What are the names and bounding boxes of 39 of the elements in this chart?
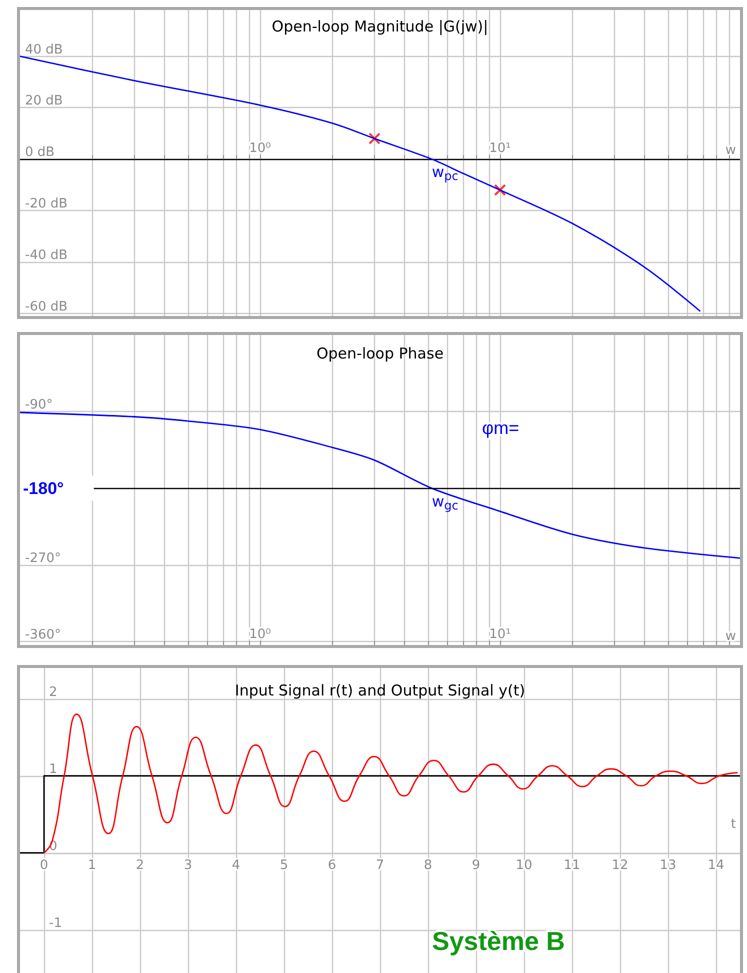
text: Input Signal r(t) and Output Signal y(t) bbox=[234, 682, 526, 700]
x-tick-label: 13 bbox=[660, 858, 676, 873]
y-tick-label: -1 bbox=[49, 916, 62, 931]
x-axis-title: t bbox=[730, 816, 736, 832]
ref-line-label: -180° bbox=[23, 478, 64, 498]
text: Open-loop Phase bbox=[316, 344, 444, 362]
x-tick-label: 3 bbox=[184, 858, 192, 873]
x-tick-label: 7 bbox=[376, 858, 384, 873]
x-tick-label: 10⁰ bbox=[249, 627, 271, 642]
y-tick-label: -40 dB bbox=[25, 248, 68, 263]
x-axis-title: w bbox=[725, 629, 736, 644]
y-tick-label: 0 dB bbox=[25, 145, 55, 160]
y-tick-label: -90° bbox=[25, 398, 53, 413]
x-tick-label: 8 bbox=[424, 858, 432, 873]
x-tick-label: 10¹ bbox=[489, 627, 511, 642]
x-tick-label: 10⁰ bbox=[249, 141, 271, 156]
y-tick-label: -270° bbox=[25, 550, 62, 566]
x-tick-label: 12 bbox=[612, 858, 628, 873]
x-tick-label: 10¹ bbox=[489, 141, 511, 156]
x-tick-label: 5 bbox=[280, 858, 288, 873]
x-tick-label: 1 bbox=[88, 858, 96, 873]
y-tick-label: 40 dB bbox=[25, 42, 63, 58]
x-tick-label: 10 bbox=[516, 858, 532, 873]
x-tick-label: 6 bbox=[328, 858, 336, 873]
y-tick-label: 2 bbox=[49, 684, 58, 700]
annotation: Système B bbox=[432, 926, 565, 956]
x-tick-label: 11 bbox=[564, 858, 580, 873]
x-tick-label: 9 bbox=[472, 858, 480, 873]
y-tick-label: 1 bbox=[49, 762, 58, 777]
x-tick-label: 4 bbox=[232, 858, 240, 873]
x-axis-title: w bbox=[725, 143, 736, 158]
y-tick-label: -20 dB bbox=[25, 196, 68, 212]
annotation: φm= bbox=[482, 418, 520, 438]
y-tick-label: 20 dB bbox=[25, 94, 63, 109]
y-tick-label: -60 dB bbox=[25, 299, 68, 314]
x-tick-label: 2 bbox=[136, 858, 144, 873]
x-tick-label: 14 bbox=[708, 858, 724, 873]
text: Open-loop Magnitude |G(jw)| bbox=[272, 18, 488, 36]
y-tick-label: -360° bbox=[25, 628, 62, 643]
